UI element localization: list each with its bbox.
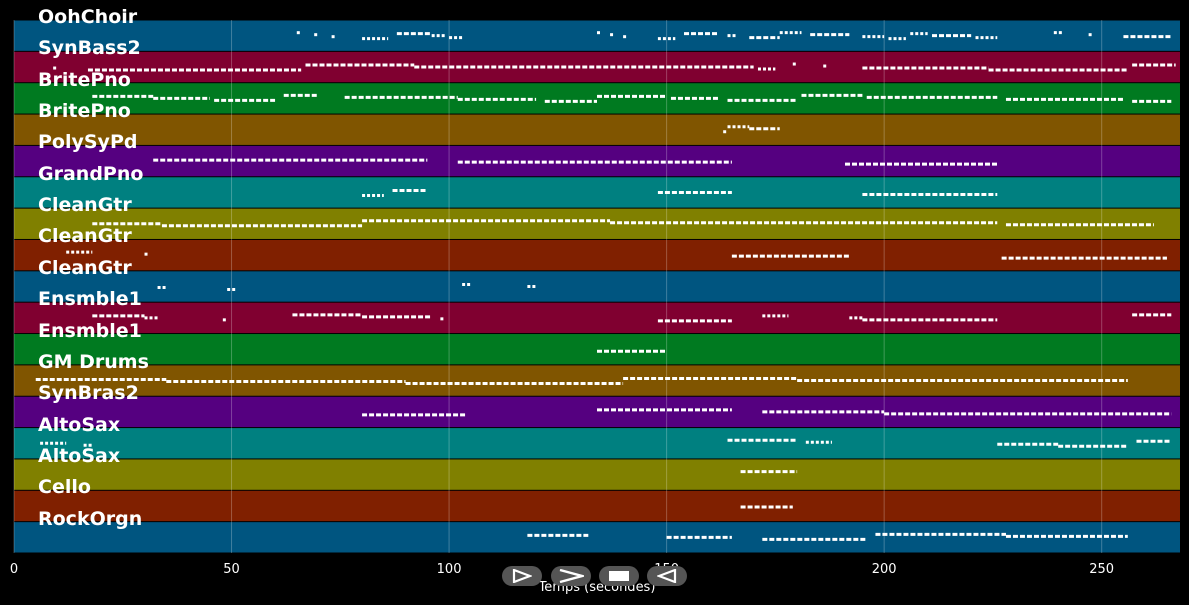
x-tick-label: 0 bbox=[9, 562, 19, 577]
x-tick-label: 200 bbox=[871, 562, 897, 577]
track-label: SynBass2 bbox=[38, 37, 141, 60]
track-band bbox=[14, 271, 1180, 302]
track-band bbox=[14, 396, 1180, 428]
track-label: OohChoir bbox=[38, 6, 138, 28]
x-tick-label: 100 bbox=[436, 562, 462, 577]
track-label: CleanGtr bbox=[38, 225, 132, 248]
rewind-icon bbox=[657, 569, 677, 583]
track-label: GrandPno bbox=[38, 162, 144, 185]
track-label: AltoSax bbox=[38, 444, 121, 467]
track-label: RockOrgn bbox=[38, 507, 143, 530]
track-band bbox=[14, 490, 1180, 522]
track-label: BritePno bbox=[38, 100, 131, 123]
track-band bbox=[14, 239, 1180, 271]
play-button[interactable] bbox=[502, 566, 542, 586]
track-label: Ensmble1 bbox=[38, 319, 142, 342]
track-band bbox=[14, 302, 1180, 334]
track-label: CleanGtr bbox=[38, 194, 132, 217]
forward-icon bbox=[559, 569, 584, 583]
stop-icon bbox=[609, 571, 629, 581]
x-tick-label: 50 bbox=[223, 562, 240, 577]
track-label: AltoSax bbox=[38, 413, 121, 436]
forward-button[interactable] bbox=[551, 566, 591, 586]
track-band bbox=[14, 145, 1180, 177]
play-icon bbox=[512, 569, 532, 583]
rewind-button[interactable] bbox=[647, 566, 687, 586]
track-label: GM Drums bbox=[38, 350, 149, 373]
track-label: Ensmble1 bbox=[38, 288, 142, 311]
track-band bbox=[14, 114, 1180, 145]
track-band bbox=[14, 428, 1180, 459]
track-band bbox=[14, 83, 1180, 114]
track-label: Cello bbox=[38, 476, 91, 499]
track-label: PolySyPd bbox=[38, 131, 138, 154]
track-label: CleanGtr bbox=[38, 256, 132, 279]
track-band bbox=[14, 208, 1180, 239]
x-tick-label: 250 bbox=[1089, 562, 1115, 577]
track-band bbox=[14, 20, 1180, 51]
track-band bbox=[14, 522, 1180, 553]
stop-button[interactable] bbox=[599, 566, 639, 586]
track-band bbox=[14, 459, 1180, 490]
track-band bbox=[14, 177, 1180, 208]
track-band bbox=[14, 334, 1180, 365]
track-label: BritePno bbox=[38, 68, 131, 91]
track-label: SynBras2 bbox=[38, 382, 139, 405]
